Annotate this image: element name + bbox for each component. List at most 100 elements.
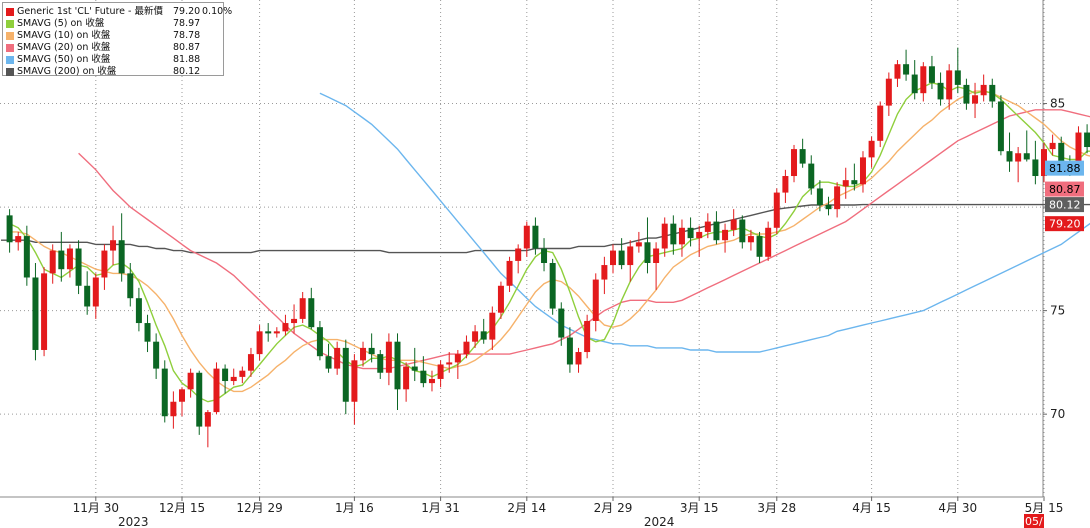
candle-body (592, 279, 599, 321)
candle-body (859, 157, 866, 185)
candle-body (566, 337, 573, 365)
candle-body (980, 84, 987, 96)
legend-row-price: Generic 1st 'CL' Future - 最新價 79.20 0.10… (6, 6, 232, 18)
legend-label: SMAVG (20) on 收盤 (17, 42, 111, 53)
legend-value: 79.20 (173, 6, 201, 17)
ma-line-smavg-200- (1, 203, 1090, 254)
price-tags: 81.88 80.87 80.12 79.20 05/ (1024, 160, 1084, 528)
candle-body (653, 248, 660, 263)
candle-body (1041, 149, 1047, 177)
candle-body (256, 331, 263, 355)
legend-row-sma10: SMAVG (10) on 收盤 78.78 (6, 30, 222, 42)
candle-body (1075, 132, 1082, 166)
moving-average-lines (1, 82, 1090, 403)
x-tick-label: 12月 15 (159, 501, 205, 515)
candle-body (851, 180, 858, 185)
candle-body (825, 205, 832, 210)
legend-row-sma200: SMAVG (200) on 收盤 80.12 (6, 66, 222, 78)
candle-body (222, 368, 229, 382)
candle-body (877, 105, 884, 141)
candle-body (230, 376, 237, 382)
candle-body (747, 236, 754, 243)
price-tag-label: 79.20 (1049, 218, 1081, 231)
candle-body (696, 231, 703, 239)
y-tick-label: 70 (1050, 407, 1065, 421)
candle-body (360, 347, 367, 361)
candle-body (1032, 159, 1039, 177)
legend: Generic 1st 'CL' Future - 最新價 79.20 0.10… (2, 2, 232, 78)
candle-body (23, 236, 30, 278)
price-tag (1045, 160, 1084, 176)
candle-body (489, 312, 496, 340)
candle-body (1084, 132, 1090, 148)
candle-body (722, 229, 729, 241)
year-label: 2023 (118, 515, 149, 528)
ma-line-smavg-10- (9, 90, 1090, 393)
candle-body (334, 347, 341, 369)
candle-body (308, 298, 315, 328)
candle-body (532, 225, 539, 249)
legend-value: 80.87 (173, 42, 201, 53)
candle-body (549, 262, 556, 309)
candle-body (704, 221, 711, 232)
x-tick-label: 4月 30 (938, 501, 977, 515)
x-tick-label: 12月 29 (236, 501, 282, 515)
candle-body (15, 236, 22, 243)
x-tick-label: 4月 15 (852, 501, 891, 515)
candle-body (239, 370, 246, 377)
candle-body (187, 372, 194, 390)
candle-body (75, 248, 82, 286)
candle-body (472, 331, 479, 342)
candle-body (610, 250, 616, 266)
x-tick-label: 1月 16 (335, 501, 374, 515)
candle-body (273, 331, 280, 334)
candle-body (816, 188, 823, 206)
candle-body (670, 223, 677, 245)
price-tag-label: 80.87 (1049, 183, 1081, 196)
candle-body (575, 352, 582, 365)
candle-body (118, 240, 125, 274)
legend-swatch (6, 32, 14, 40)
current-date-label: 05/ (1025, 515, 1043, 528)
candle-body (411, 366, 418, 371)
current-date-tag (1024, 514, 1044, 528)
candle-body (58, 250, 65, 270)
candle-body (963, 84, 970, 104)
candle-body (1015, 153, 1022, 162)
candle-body (342, 347, 349, 402)
legend-value: 78.78 (173, 30, 201, 41)
x-tick-label: 1月 31 (421, 501, 460, 515)
legend-value: 81.88 (173, 54, 201, 65)
legend-change: 0.10% (202, 6, 233, 17)
candle-body (894, 64, 901, 79)
candle-body (66, 248, 73, 270)
legend-value: 80.12 (173, 66, 201, 77)
legend-label: SMAVG (5) on 收盤 (17, 18, 105, 29)
candle-body (911, 74, 918, 94)
candle-body (135, 298, 142, 324)
candle-body (661, 223, 668, 249)
candle-body (428, 378, 435, 384)
candle-body (928, 66, 935, 83)
candle-body (110, 240, 117, 251)
candle-body (299, 298, 306, 319)
candle-body (49, 250, 56, 274)
price-tag (1045, 197, 1084, 213)
candle-body (213, 368, 220, 413)
x-tick-label: 3月 28 (757, 501, 796, 515)
legend-swatch (6, 44, 14, 52)
ma-line-smavg-50- (319, 92, 1090, 353)
candle-body (1049, 142, 1056, 150)
candle-body (644, 242, 651, 263)
x-tick-label: 2月 29 (594, 501, 633, 515)
ma-line-smavg-20- (78, 109, 1090, 370)
legend-label: SMAVG (200) on 收盤 (17, 66, 117, 77)
candle-body (937, 82, 944, 100)
price-tag-label: 80.12 (1049, 199, 1081, 212)
candle-body (377, 354, 384, 373)
candle-body (1023, 153, 1030, 160)
candle-body (265, 331, 272, 334)
candle-body (41, 273, 48, 350)
candle-body (808, 163, 815, 189)
